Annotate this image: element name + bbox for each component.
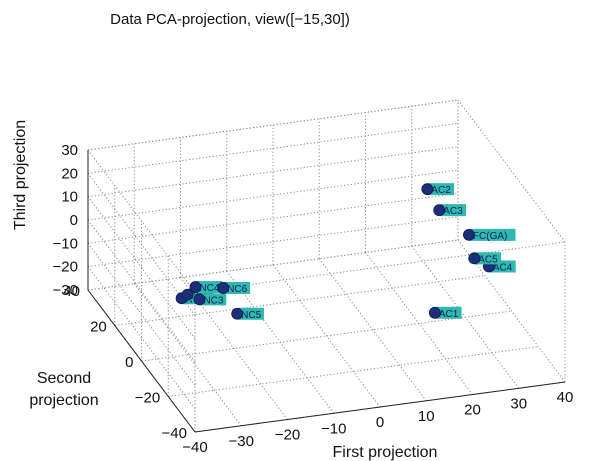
y-tick-label: 20	[90, 319, 107, 336]
side-grid-line	[87, 266, 196, 409]
box-edge	[457, 99, 566, 243]
floor-grid-line	[365, 252, 473, 395]
data-points: NC1NC2NC3NC4NC5NC6AC1AC2AC3AC4AC5FC(GA)	[175, 183, 516, 321]
z-tick-label: 10	[61, 189, 78, 206]
data-point: AC2	[421, 183, 455, 196]
floor-grid-line	[114, 275, 485, 326]
point-marker	[231, 307, 244, 320]
point-marker	[217, 282, 230, 294]
side-grid-line	[87, 149, 196, 293]
back-grid-line	[87, 146, 459, 198]
point-marker	[433, 204, 446, 217]
point-marker	[463, 228, 475, 241]
data-point: AC3	[433, 204, 467, 217]
point-label-background	[196, 281, 223, 294]
z-tick-label: −10	[53, 235, 78, 252]
x-tick-label: 20	[464, 402, 481, 419]
point-label: FC(GA)	[473, 231, 507, 242]
z-tick-label: −20	[53, 259, 78, 276]
point-marker	[428, 306, 441, 319]
side-grid-line	[87, 219, 196, 363]
point-label: AC5	[478, 254, 498, 265]
z-axis-label: Third projection	[12, 120, 29, 230]
x-tick-label: −30	[229, 433, 254, 450]
x-tick-label: −20	[275, 427, 300, 444]
point-label-background	[440, 204, 467, 217]
axes-box	[87, 99, 566, 433]
floor-grid-line	[318, 258, 427, 402]
z-tick-label: 20	[61, 165, 78, 182]
point-label-background	[469, 228, 516, 241]
point-label: AC1	[439, 309, 459, 320]
back-grid-line	[87, 122, 459, 174]
point-marker	[193, 293, 206, 306]
data-point: NC3	[193, 293, 227, 306]
x-tick-label: 30	[510, 395, 527, 412]
point-label: NC4	[199, 283, 219, 294]
point-marker	[189, 281, 202, 293]
side-grid-line	[87, 243, 196, 386]
point-label-background	[435, 306, 462, 319]
point-marker	[421, 183, 434, 196]
box-edge	[194, 241, 566, 293]
back-grid-line	[87, 169, 459, 221]
z-tick-label: 30	[61, 142, 78, 159]
y-tick-label: 0	[125, 354, 133, 371]
back-grid-line	[87, 192, 459, 244]
data-point: AC1	[428, 306, 462, 320]
z-tick-label: 0	[70, 212, 78, 229]
data-point: NC5	[231, 307, 264, 321]
back-grid-line	[87, 239, 459, 291]
y-axis-label-line2: projection	[29, 392, 98, 409]
point-label-background	[224, 281, 250, 294]
data-point: AC5	[468, 252, 502, 265]
point-label: NC5	[241, 310, 261, 321]
x-axis-label: First projection	[333, 444, 438, 461]
y-tick-label: −40	[162, 425, 187, 442]
box-edge	[87, 99, 459, 151]
point-label: AC4	[493, 263, 513, 274]
x-tick-label: 10	[418, 408, 435, 425]
floor-grid-line	[272, 264, 381, 408]
z-tick-label: −30	[53, 282, 78, 299]
data-point: NC6	[217, 281, 250, 295]
point-marker	[181, 288, 194, 301]
y-tick-label: −20	[135, 390, 160, 407]
x-tick-label: −40	[182, 439, 207, 456]
data-point: NC4	[189, 281, 223, 294]
x-tick-label: 0	[376, 414, 384, 431]
x-axis-line	[194, 381, 566, 433]
x-tick-label: −10	[321, 420, 346, 437]
data-point: FC(GA)	[463, 228, 516, 242]
point-label: NC6	[227, 284, 247, 295]
point-label: AC2	[431, 185, 451, 196]
side-grid-line	[87, 173, 196, 316]
point-label: NC3	[203, 295, 223, 306]
point-label: AC3	[443, 206, 463, 217]
x-tick-label: 40	[557, 389, 574, 406]
tick-labels: −40 −30 −20 −10 0 10 20 30 40 40 20 0 −20 −40 30 20 10 0 −…	[53, 142, 574, 456]
floor-grid-line	[180, 277, 288, 420]
side-grid-line	[87, 196, 196, 339]
point-label-background	[200, 293, 227, 306]
point-label-background	[428, 183, 455, 196]
point-label-background	[238, 307, 264, 320]
point-label-background	[475, 252, 502, 265]
point-marker	[468, 252, 481, 265]
floor-grid-line	[141, 310, 512, 362]
y-axis-line	[87, 289, 196, 433]
chart-title: Data PCA-projection, view([−15,30])	[110, 11, 350, 28]
floor-grid-line	[168, 346, 539, 397]
floor-grid-line	[457, 239, 566, 383]
y-tick-label: 40	[63, 283, 80, 300]
y-axis-label-line1: Second	[37, 370, 91, 387]
floor-grid-line	[133, 283, 242, 427]
back-grid-line	[87, 216, 459, 268]
